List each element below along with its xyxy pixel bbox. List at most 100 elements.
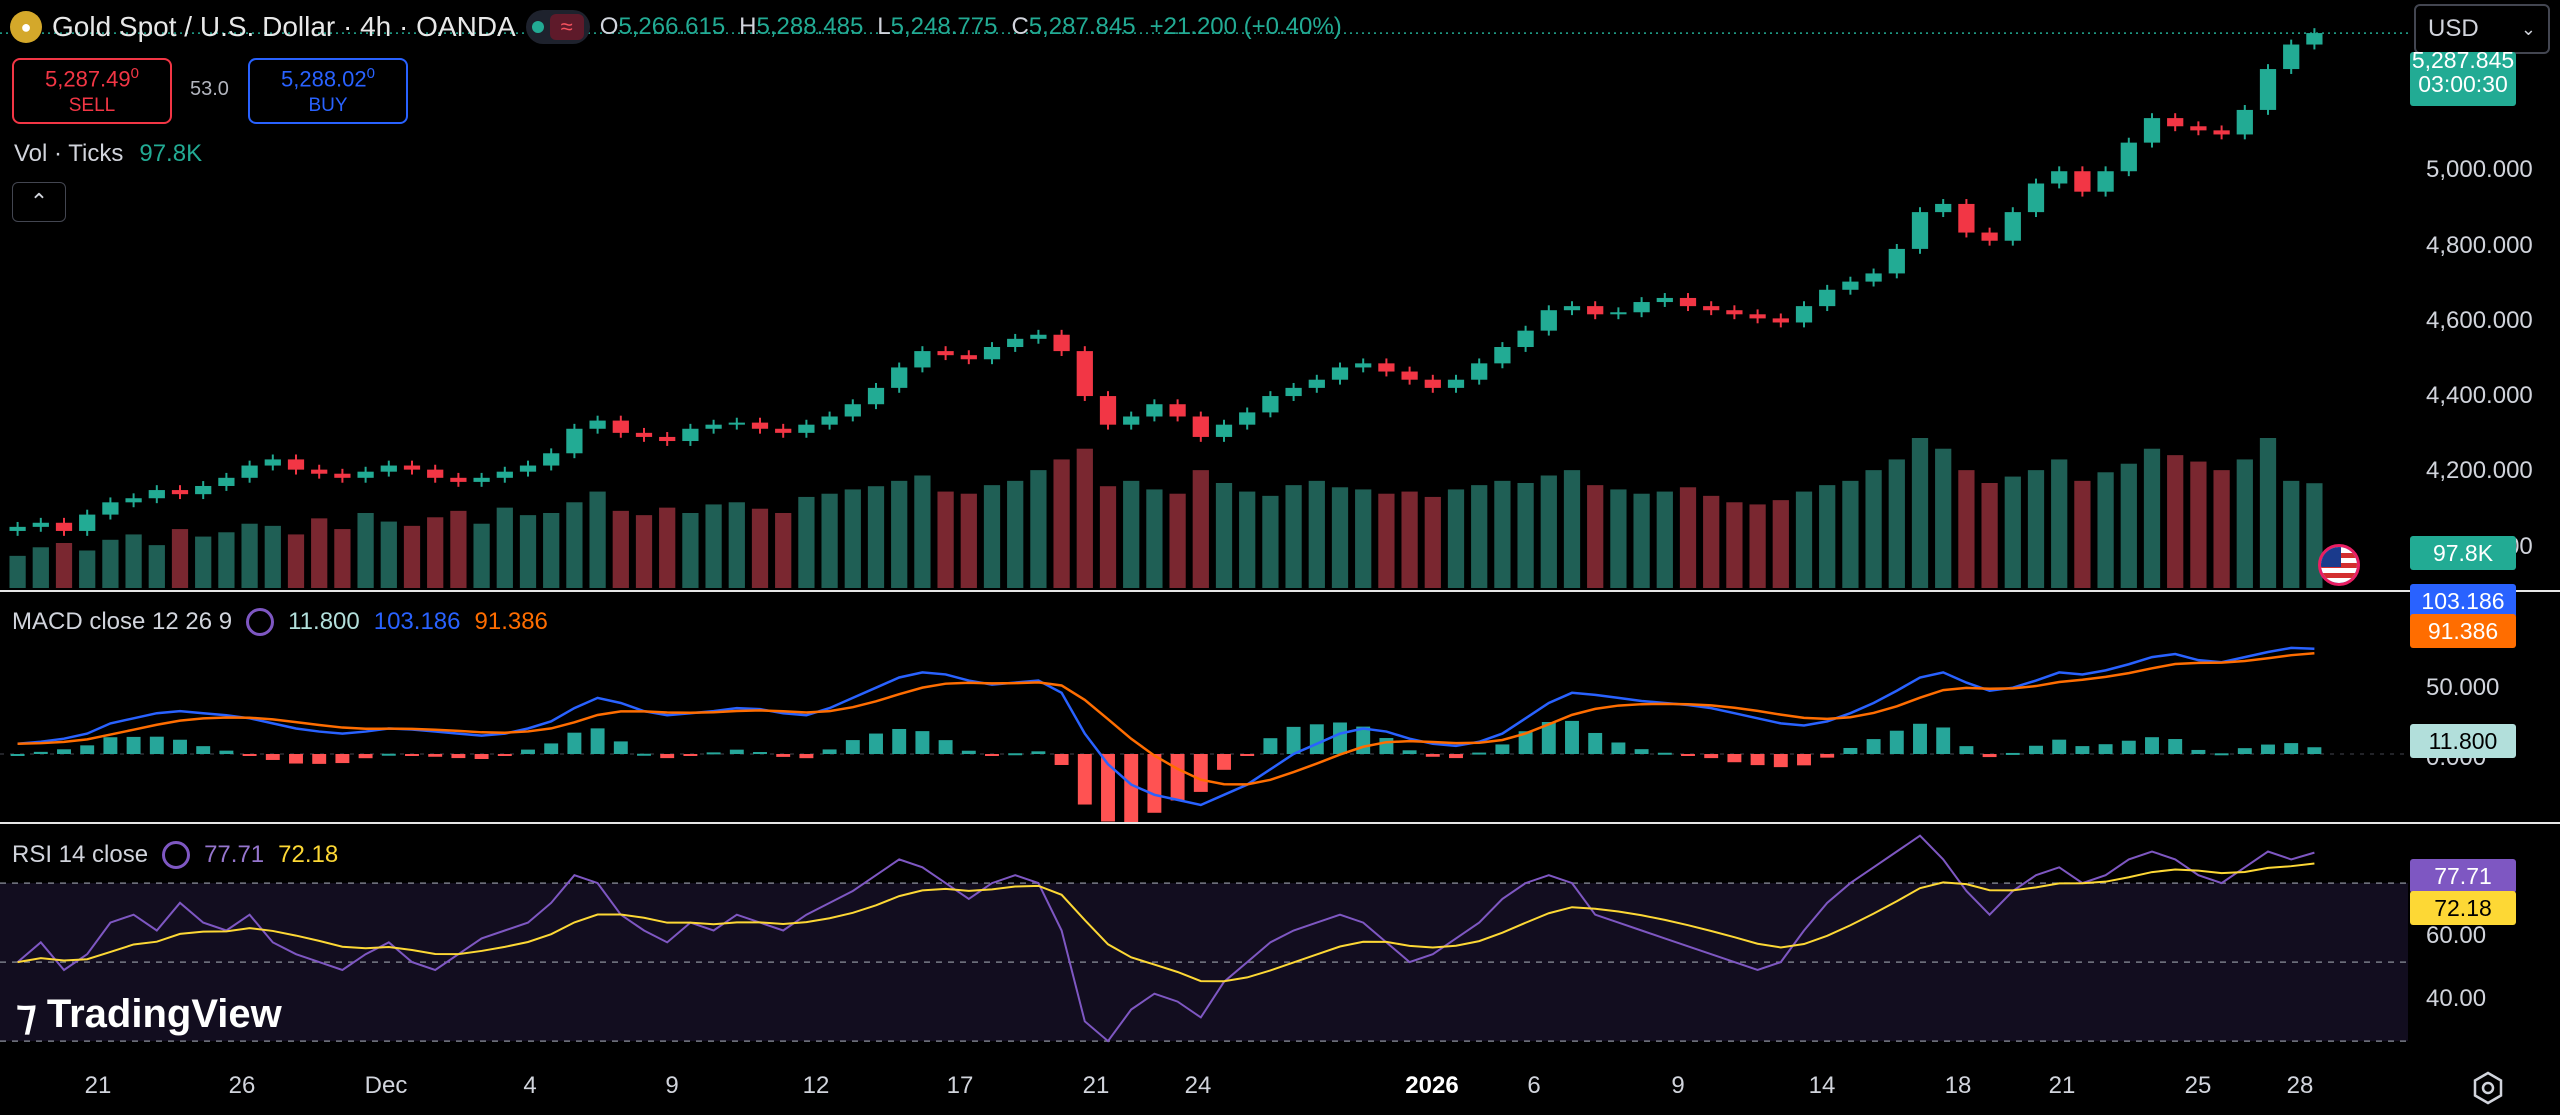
volume-bar: [751, 508, 769, 588]
macd-histogram-bar: [1333, 722, 1347, 754]
gear-svg: [2473, 1071, 2503, 1105]
candle-body: [1703, 306, 1720, 311]
tradingview-logo[interactable]: ⁊ TradingView: [16, 990, 282, 1039]
volume-bar: [1610, 489, 1627, 588]
tradingview-logo-text: TradingView: [46, 992, 282, 1036]
macd-histogram-bar: [2237, 748, 2252, 754]
candle-body: [1494, 347, 1511, 364]
time-axis-label: 9: [665, 1072, 679, 1099]
volume-bar: [195, 536, 212, 588]
volume-bar: [1888, 459, 1905, 588]
us-flag-icon[interactable]: [2318, 544, 2360, 586]
volume-bar: [844, 489, 861, 588]
volume-bar: [1053, 459, 1070, 588]
candle-body: [311, 469, 328, 474]
volume-bar: [1633, 493, 1650, 588]
volume-bar: [1331, 487, 1349, 588]
macd-histogram-bar: [2145, 737, 2159, 754]
volume-bar: [1656, 491, 1673, 588]
macd-histogram-bar: [33, 751, 48, 754]
rsi-chart[interactable]: [0, 824, 2560, 1056]
candle-body: [635, 432, 653, 437]
market-open-icon: [531, 21, 544, 33]
volume-bar: [1749, 504, 1766, 588]
market-status-pill[interactable]: ≈: [525, 10, 590, 44]
symbol-title[interactable]: Gold Spot / U.S. Dollar · 4h · OANDA: [52, 11, 516, 42]
volume-legend[interactable]: Vol · Ticks 97.8K: [14, 140, 202, 168]
macd-histogram-bar: [1936, 727, 1951, 754]
macd-histogram-bar: [428, 754, 443, 757]
candle-body: [1239, 412, 1256, 425]
refresh-icon: [246, 608, 275, 636]
candle-body: [1123, 416, 1140, 425]
volume-bar: [125, 534, 142, 588]
currency-value: USD: [2428, 15, 2479, 42]
macd-axis-label: 50.000: [2426, 674, 2500, 701]
rsi-legend[interactable]: RSI 14 close 77.71 72.18: [12, 841, 338, 869]
candle-body: [2120, 142, 2137, 172]
macd-label: MACD close 12 26 9: [12, 608, 233, 635]
candle-body: [496, 471, 513, 478]
candle-body: [2259, 69, 2277, 110]
candle-body: [1795, 306, 1813, 323]
volume-bar: [2213, 470, 2230, 588]
macd-histogram-bar: [1193, 754, 1208, 792]
macd-histogram-bar: [10, 754, 25, 756]
price-axis-label: 4,200.000: [2426, 457, 2533, 484]
rsi-pane[interactable]: [0, 824, 2408, 1056]
macd-histogram-bar: [1124, 754, 1139, 822]
macd-histogram-bar: [1379, 738, 1394, 754]
macd-histogram-bar: [1982, 754, 1997, 758]
macd-histogram-bar: [1773, 754, 1788, 768]
volume-bar: [1703, 495, 1720, 588]
volume-bar: [1030, 470, 1047, 588]
macd-histogram-bar: [1843, 747, 1858, 754]
buy-button[interactable]: 5,288.020 BUY: [248, 58, 408, 124]
pane-separator[interactable]: [0, 590, 2560, 592]
macd-histogram-bar: [2029, 745, 2043, 754]
macd-histogram-bar: [1959, 746, 1974, 754]
price-axis-label: 4,400.000: [2426, 382, 2533, 409]
candle-body: [2051, 171, 2068, 184]
volume-bar: [1865, 470, 1882, 588]
macd-pane[interactable]: [0, 592, 2408, 822]
volume-bar: [218, 532, 235, 588]
candle-body: [1447, 379, 1465, 388]
currency-select[interactable]: USD ⌄: [2414, 4, 2550, 54]
macd-chart[interactable]: [0, 592, 2560, 822]
time-axis-label: 28: [2286, 1072, 2314, 1099]
macd-histogram-bar: [613, 741, 628, 754]
change-value: +21.200 (+0.40%): [1149, 13, 1342, 40]
close-value: 5,287.845: [1028, 13, 1136, 40]
volume-bar: [380, 521, 397, 588]
sell-button[interactable]: 5,287.490 SELL: [12, 58, 172, 124]
candle-body: [1563, 306, 1581, 311]
volume-bar: [2027, 470, 2045, 588]
volume-bar: [287, 534, 305, 588]
macd-histogram-bar: [1681, 754, 1695, 756]
candle-body: [937, 351, 954, 356]
price-pane[interactable]: [0, 0, 2408, 590]
volume-bar: [32, 547, 49, 588]
volume-value: 97.8K: [139, 140, 203, 167]
high-key: H: [739, 13, 757, 40]
chevron-down-icon: ⌄: [2520, 18, 2536, 39]
pane-separator[interactable]: [0, 822, 2560, 824]
gear-icon[interactable]: [2470, 1070, 2506, 1106]
macd-histogram-bar: [1611, 742, 1626, 754]
macd-legend[interactable]: MACD close 12 26 9 11.800 103.186 91.386: [12, 608, 548, 636]
volume-bar: [1494, 480, 1511, 588]
time-axis[interactable]: 21 26 Dec 4 9 12 17 21 24 2026 6 9 14 18 21 25 28: [0, 1060, 2560, 1115]
volume-bar: [1911, 438, 1929, 588]
candle-body: [1285, 387, 1302, 397]
volume-bar: [1540, 475, 1557, 588]
candle-body: [543, 453, 560, 466]
candle-body: [659, 436, 676, 442]
collapse-legend-button[interactable]: ⌃: [12, 182, 66, 222]
volume-bar: [1935, 448, 1952, 588]
volume-bar: [2004, 476, 2021, 588]
candlestick-chart[interactable]: [0, 0, 2560, 590]
candle-body: [1633, 302, 1650, 313]
low-value: 5,248.775: [890, 13, 998, 40]
macd-histogram-bar: [1565, 720, 1579, 754]
